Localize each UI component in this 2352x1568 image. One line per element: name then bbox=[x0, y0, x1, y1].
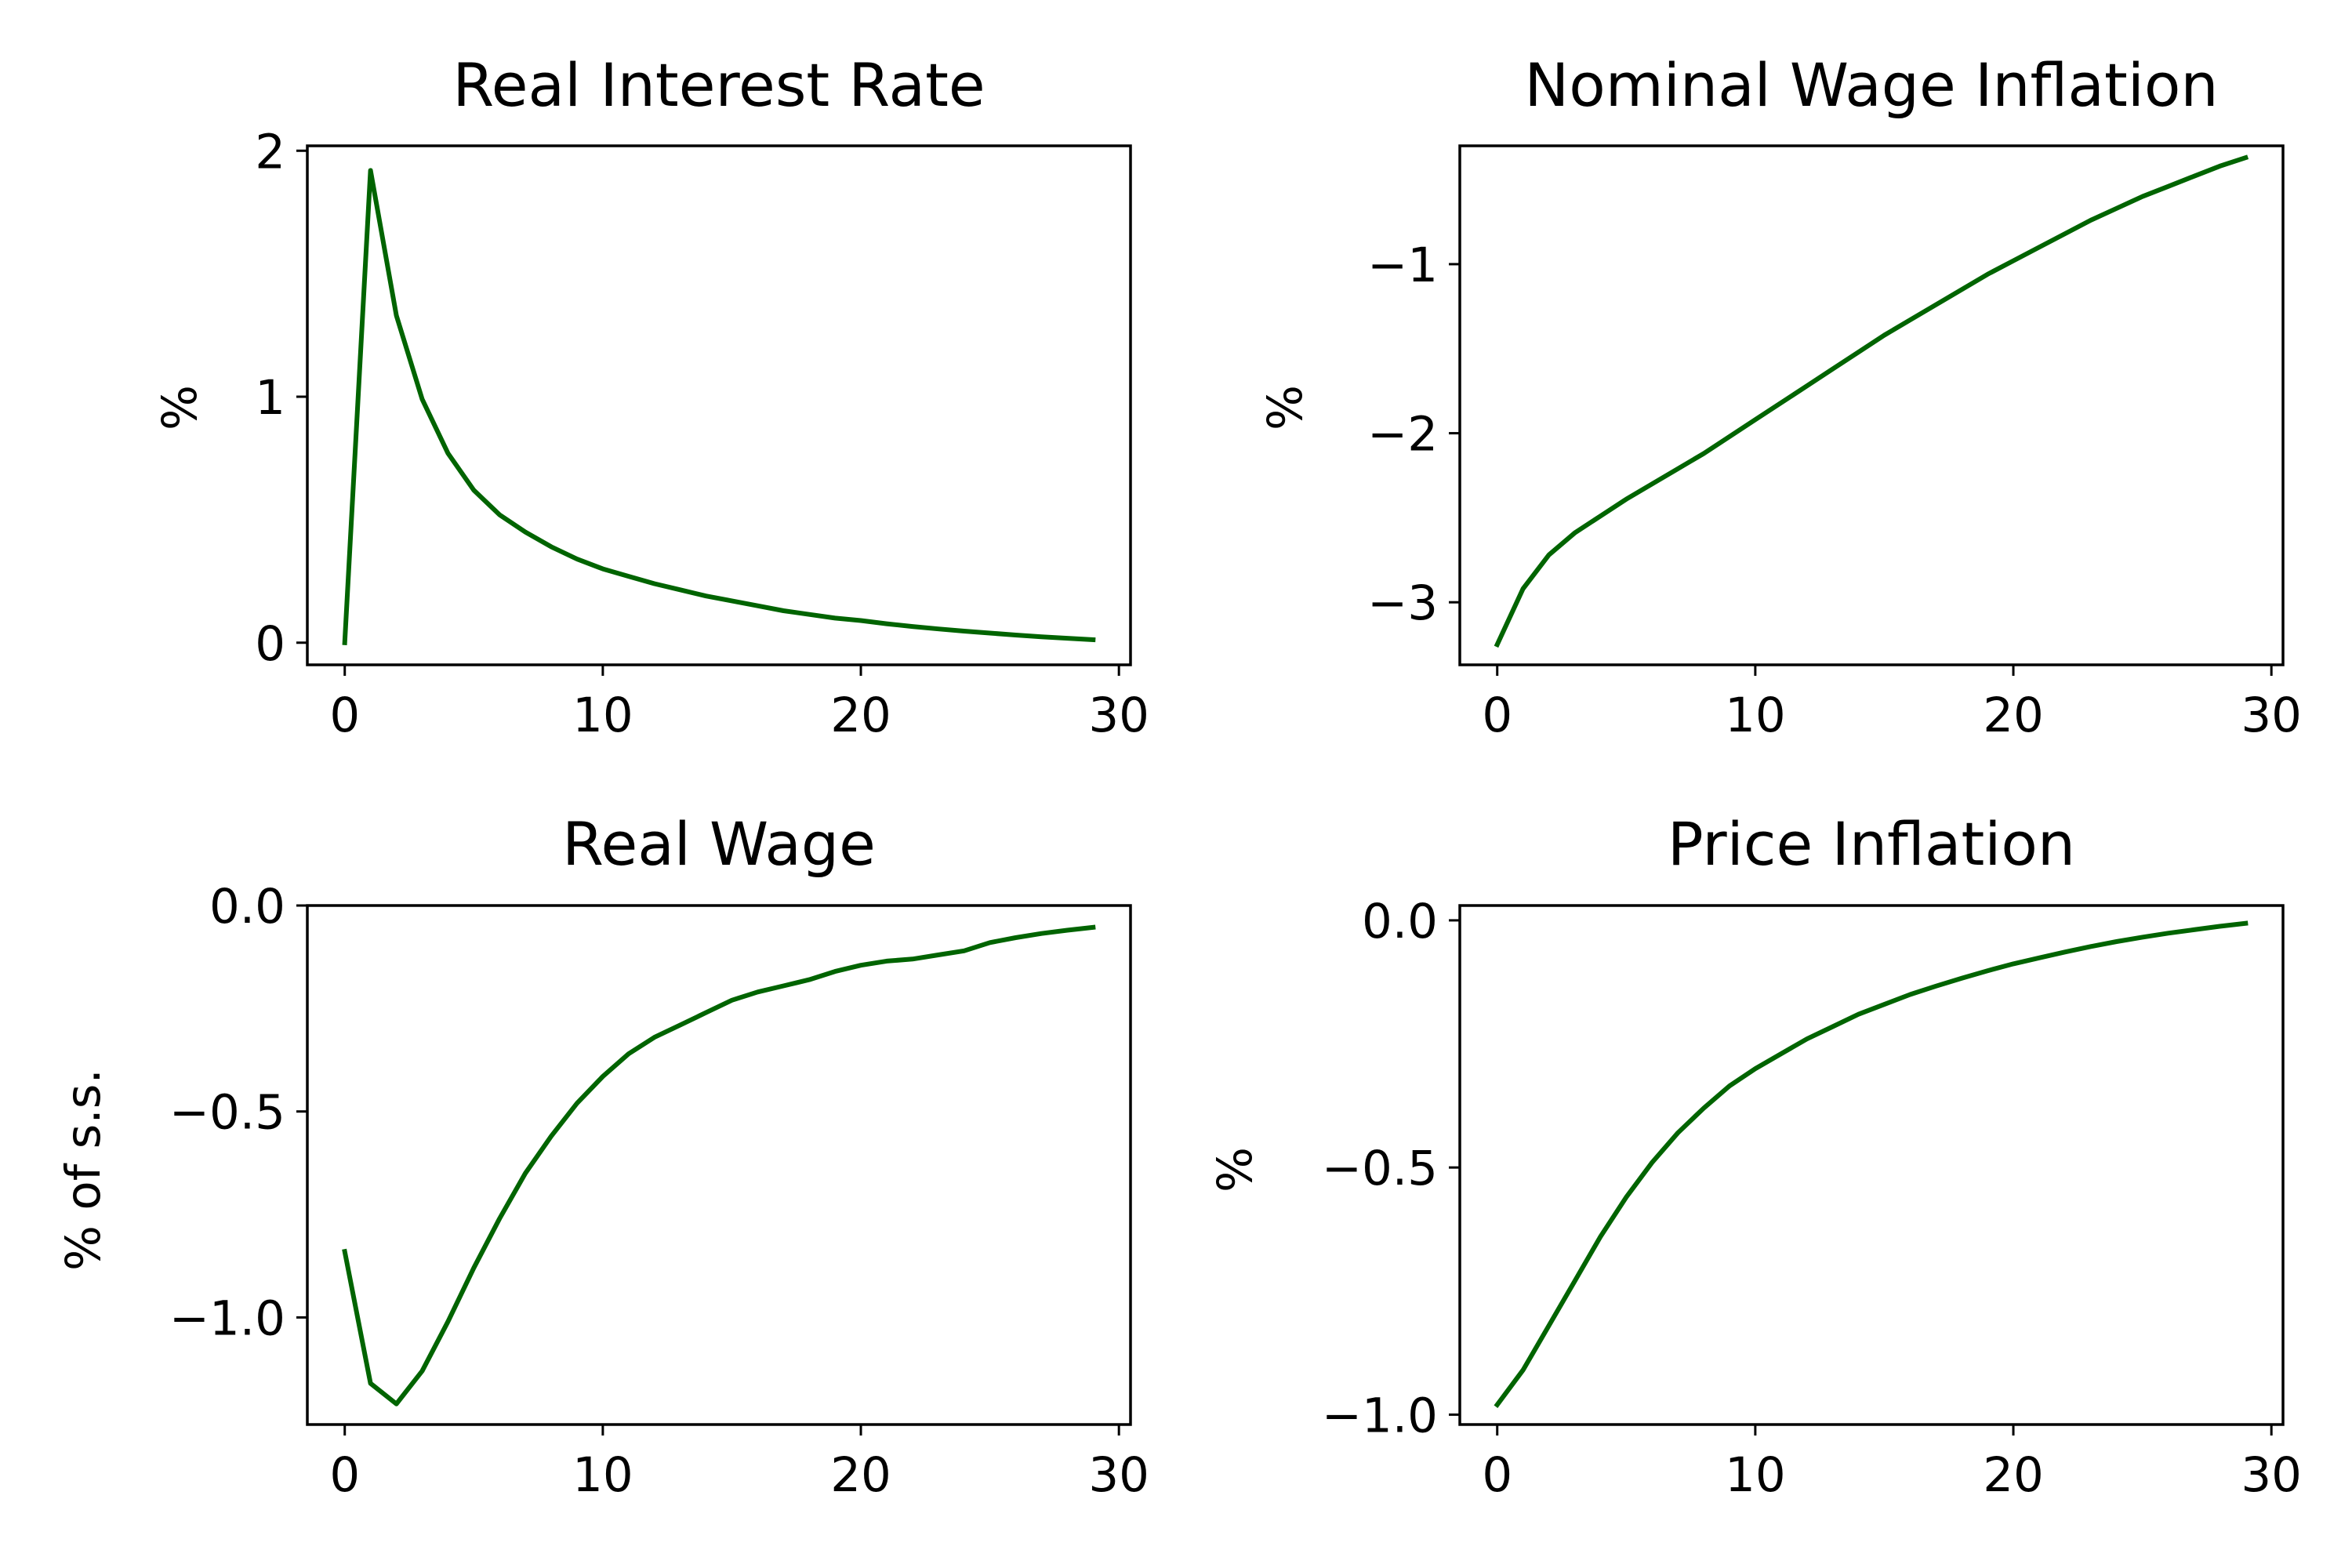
subplot-real-interest-rate: Real Interest Rate % 0 10 20 30 0 1 2 bbox=[152, 50, 1149, 743]
y-tick-label: 0.0 bbox=[1362, 894, 1438, 949]
x-tick-label: 10 bbox=[1725, 1447, 1786, 1503]
y-tick-label: −1.0 bbox=[1322, 1388, 1438, 1443]
x-tick-label: 30 bbox=[2241, 688, 2302, 743]
y-tick-label: −0.5 bbox=[169, 1085, 285, 1141]
x-tick-label: 30 bbox=[1088, 688, 1149, 743]
plot-area: 0 10 20 30 −1.0 −0.5 0.0 bbox=[169, 879, 1149, 1503]
y-axis-label: % of s.s. bbox=[56, 1069, 111, 1271]
subplot-nominal-wage-inflation: Nominal Wage Inflation % 0 10 20 30 −3 −2 −1 bbox=[1258, 50, 2302, 743]
y-tick-label: −1 bbox=[1367, 238, 1438, 293]
x-tick-label: 10 bbox=[572, 1447, 633, 1503]
y-tick-label: −0.5 bbox=[1322, 1141, 1438, 1196]
y-axis-label: % bbox=[152, 385, 208, 430]
x-tick-label: 0 bbox=[1482, 1447, 1512, 1503]
x-tick-label: 0 bbox=[329, 688, 360, 743]
y-tick-label: 0 bbox=[255, 616, 285, 672]
series-line bbox=[1494, 920, 2249, 1408]
subplot-title: Real Wage bbox=[562, 809, 876, 879]
x-tick-label: 0 bbox=[329, 1447, 360, 1503]
x-tick-label: 0 bbox=[1482, 688, 1512, 743]
x-tick-label: 10 bbox=[1725, 688, 1786, 743]
subplot-title: Nominal Wage Inflation bbox=[1524, 50, 2218, 120]
x-tick-label: 20 bbox=[830, 1447, 891, 1503]
x-tick-label: 10 bbox=[572, 688, 633, 743]
y-axis-label: % bbox=[1258, 385, 1313, 430]
y-tick-label: −3 bbox=[1367, 575, 1438, 631]
x-tick-label: 30 bbox=[2241, 1447, 2302, 1503]
plot-area: 0 10 20 30 0 1 2 bbox=[255, 124, 1149, 743]
y-tick-label: −2 bbox=[1367, 407, 1438, 463]
y-tick-label: 1 bbox=[255, 370, 285, 426]
plot-area: 0 10 20 30 −1.0 −0.5 0.0 bbox=[1322, 894, 2302, 1503]
axes-frame bbox=[1458, 904, 2285, 1426]
axes-frame bbox=[306, 904, 1132, 1426]
x-tick-label: 20 bbox=[1983, 688, 2044, 743]
x-tick-label: 20 bbox=[1983, 1447, 2044, 1503]
series-line bbox=[1494, 154, 2249, 648]
x-tick-label: 30 bbox=[1088, 1447, 1149, 1503]
subplot-price-inflation: Price Inflation % 0 10 20 30 −1.0 −0.5 0.0 bbox=[1207, 809, 2302, 1503]
subplot-title: Price Inflation bbox=[1668, 809, 2075, 879]
y-tick-label: 0.0 bbox=[209, 879, 285, 935]
subplot-title: Real Interest Rate bbox=[452, 50, 985, 120]
x-tick-label: 20 bbox=[830, 688, 891, 743]
series-line bbox=[342, 168, 1096, 645]
series-line bbox=[342, 924, 1096, 1406]
plot-area: 0 10 20 30 −3 −2 −1 bbox=[1367, 144, 2302, 743]
subplot-real-wage: Real Wage % of s.s. 0 10 20 30 −1.0 −0.5 0.0 bbox=[56, 809, 1149, 1503]
axes-frame bbox=[306, 144, 1132, 666]
y-tick-label: 2 bbox=[255, 124, 285, 180]
y-axis-label: % bbox=[1207, 1147, 1263, 1192]
y-tick-label: −1.0 bbox=[169, 1290, 285, 1346]
axes-frame bbox=[1458, 144, 2285, 666]
